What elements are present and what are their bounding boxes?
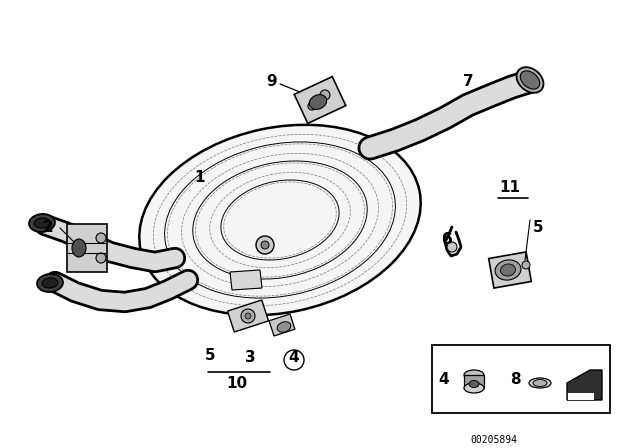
Text: 7: 7: [463, 74, 474, 90]
Text: 6: 6: [442, 233, 452, 247]
Circle shape: [261, 241, 269, 249]
Ellipse shape: [500, 264, 515, 276]
Circle shape: [256, 236, 274, 254]
Text: 6: 6: [442, 233, 452, 247]
Circle shape: [96, 233, 106, 243]
Ellipse shape: [464, 383, 484, 393]
Text: 5: 5: [205, 348, 215, 362]
Polygon shape: [294, 77, 346, 123]
Ellipse shape: [29, 214, 55, 232]
Text: 9: 9: [267, 74, 277, 90]
Circle shape: [241, 309, 255, 323]
Polygon shape: [269, 314, 295, 336]
Ellipse shape: [516, 67, 543, 93]
Ellipse shape: [495, 260, 521, 280]
Circle shape: [320, 90, 330, 100]
Ellipse shape: [277, 322, 291, 332]
Ellipse shape: [533, 379, 547, 387]
Ellipse shape: [37, 274, 63, 292]
Bar: [432, 345, 610, 413]
Ellipse shape: [34, 218, 50, 228]
Polygon shape: [489, 252, 531, 288]
Ellipse shape: [464, 370, 484, 380]
Text: 00205894: 00205894: [470, 435, 518, 445]
Polygon shape: [464, 375, 484, 388]
Polygon shape: [227, 300, 269, 332]
Circle shape: [96, 253, 106, 263]
Text: 8: 8: [509, 371, 520, 387]
Ellipse shape: [309, 95, 326, 109]
Text: 10: 10: [227, 375, 248, 391]
Circle shape: [308, 102, 316, 110]
Polygon shape: [567, 370, 602, 400]
Ellipse shape: [529, 378, 551, 388]
Polygon shape: [567, 392, 594, 400]
Ellipse shape: [520, 71, 540, 89]
Text: 4: 4: [289, 350, 300, 366]
Text: 5: 5: [532, 220, 543, 236]
Text: 1: 1: [195, 171, 205, 185]
Text: 4: 4: [438, 371, 449, 387]
Circle shape: [447, 242, 457, 252]
Ellipse shape: [469, 380, 479, 388]
Ellipse shape: [72, 239, 86, 257]
Polygon shape: [230, 270, 262, 290]
Text: 11: 11: [499, 181, 520, 195]
Ellipse shape: [42, 278, 58, 288]
Text: 3: 3: [244, 350, 255, 366]
Polygon shape: [67, 224, 107, 272]
Circle shape: [245, 313, 251, 319]
Circle shape: [522, 261, 530, 269]
Ellipse shape: [140, 125, 420, 315]
Text: 2: 2: [43, 220, 53, 236]
